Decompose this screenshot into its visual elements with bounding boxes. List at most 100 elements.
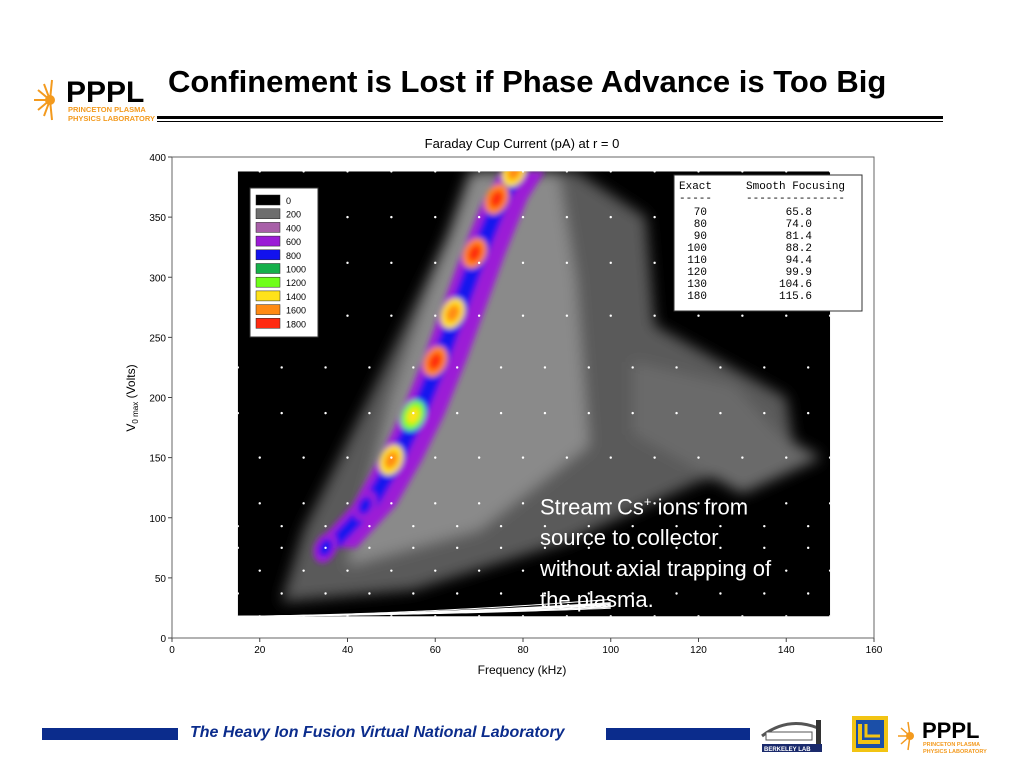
sample-dot	[697, 502, 700, 505]
y-tick-label: 100	[149, 514, 166, 525]
sample-dot	[675, 546, 678, 550]
sample-dot	[499, 592, 503, 595]
y-tick-label: 150	[149, 454, 166, 465]
x-tick-label: 20	[254, 645, 266, 656]
sample-dot	[390, 261, 393, 265]
sample-dot	[653, 314, 656, 317]
sample-dot	[741, 314, 744, 317]
sample-dot	[455, 546, 459, 550]
phase-table: Exact Smooth Focusing ----- ------------…	[673, 174, 863, 312]
sample-dot	[499, 546, 503, 550]
sample-dot	[697, 615, 700, 617]
sample-dot	[280, 546, 283, 550]
ridge-point-core	[428, 352, 442, 370]
sample-dot	[609, 456, 612, 459]
sample-dot	[697, 314, 700, 317]
phase-curve	[237, 607, 611, 617]
legend-label: 600	[286, 237, 301, 247]
sample-dot	[587, 592, 591, 595]
sample-dot	[543, 524, 547, 528]
table-cell-smooth: 74.0	[786, 219, 812, 231]
table-cell-smooth: 65.8	[786, 207, 812, 219]
ridge-point-core	[446, 304, 460, 322]
ridge-point-core	[406, 406, 420, 425]
sample-dot	[828, 615, 831, 617]
sample-dot	[412, 411, 415, 415]
sample-dot	[565, 171, 569, 173]
page-title: Confinement is Lost if Phase Advance is …	[168, 64, 887, 99]
table-col1-header: Exact	[679, 181, 712, 193]
sample-dot	[499, 366, 503, 369]
sample-dot	[653, 456, 656, 459]
sample-dot	[477, 314, 481, 317]
sample-dot	[237, 546, 240, 550]
sample-dot	[609, 502, 612, 505]
sample-dots	[237, 171, 831, 617]
pppl-small-sub2: PHYSICS LABORATORY	[923, 749, 987, 755]
table-cell-smooth: 81.4	[786, 231, 813, 243]
sample-dot	[653, 171, 656, 173]
sample-dot	[806, 366, 810, 369]
sample-dot	[477, 569, 481, 572]
table-cell-smooth: 99.9	[786, 267, 812, 279]
sample-dot	[280, 411, 283, 415]
x-tick-label: 0	[169, 645, 175, 656]
sample-dot	[741, 171, 744, 173]
sample-dot	[785, 171, 788, 173]
curve-layer	[237, 598, 611, 617]
sample-dot	[434, 261, 437, 265]
sample-dot	[368, 546, 371, 550]
sample-dot	[412, 524, 415, 528]
sample-dot	[280, 524, 283, 528]
y-tick-label: 50	[155, 574, 167, 585]
sample-dot	[390, 615, 393, 617]
ridge-point-core	[384, 451, 399, 469]
pppl-small-text: PPPL	[922, 718, 979, 743]
sample-dot	[302, 171, 305, 173]
table-cell-smooth: 94.4	[786, 255, 813, 267]
sample-dot	[237, 366, 240, 369]
logo-subtext-2: PHYSICS LABORATORY	[68, 114, 155, 123]
table-cell-exact: 110	[687, 255, 707, 267]
legend-swatch	[255, 222, 281, 233]
sample-dot	[763, 366, 766, 369]
sample-dot	[806, 524, 810, 528]
y-tick-label: 0	[160, 634, 166, 645]
sample-dot	[565, 314, 569, 317]
sample-dot	[587, 546, 591, 550]
sample-dot	[390, 456, 393, 459]
sample-dot	[653, 261, 656, 265]
sample-dot	[258, 615, 261, 617]
sample-dot	[631, 592, 634, 595]
legend-swatch	[255, 290, 281, 302]
table-col1-dash: -----	[679, 193, 712, 205]
table-cell-smooth: 88.2	[786, 243, 812, 255]
sample-dot	[653, 215, 656, 219]
sample-dot	[719, 546, 722, 550]
table-col2-header: Smooth Focusing	[746, 181, 845, 193]
sample-dot	[521, 215, 525, 219]
x-tick-label: 100	[602, 645, 619, 656]
ridge-point	[502, 171, 527, 187]
sample-dot	[675, 411, 678, 415]
sample-dot	[587, 366, 591, 369]
y-tick-label: 300	[149, 273, 166, 284]
sample-dot	[609, 215, 612, 219]
sample-dot	[258, 171, 261, 173]
sample-dot	[675, 366, 678, 369]
sample-dot	[477, 615, 481, 617]
table-cell-smooth: 104.6	[779, 279, 812, 291]
sample-dot	[237, 592, 240, 595]
llnl-logo	[852, 716, 888, 752]
heatmap-chart: Faraday Cup Current (pA) at r = 0 180130…	[124, 136, 883, 677]
sample-dot	[543, 366, 547, 369]
sample-dot	[390, 314, 393, 317]
sample-dot	[741, 615, 744, 617]
table-cell-exact: 180	[687, 291, 707, 303]
table-cell-exact: 90	[694, 231, 707, 243]
sample-dot	[741, 569, 744, 572]
sample-dot	[521, 456, 525, 459]
sample-dot	[763, 592, 766, 595]
sample-dot	[346, 456, 349, 459]
sample-dot	[324, 411, 327, 415]
